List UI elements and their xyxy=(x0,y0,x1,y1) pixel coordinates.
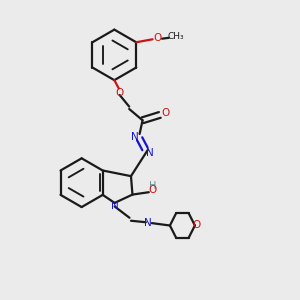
Text: N: N xyxy=(146,148,154,158)
Text: N: N xyxy=(131,132,138,142)
Text: H: H xyxy=(149,181,156,191)
Text: CH₃: CH₃ xyxy=(167,32,184,41)
Text: O: O xyxy=(148,185,157,195)
Text: N: N xyxy=(144,218,152,228)
Text: O: O xyxy=(116,88,124,98)
Text: O: O xyxy=(154,33,162,43)
Text: O: O xyxy=(162,108,170,118)
Text: O: O xyxy=(193,220,201,230)
Text: N: N xyxy=(111,201,119,211)
